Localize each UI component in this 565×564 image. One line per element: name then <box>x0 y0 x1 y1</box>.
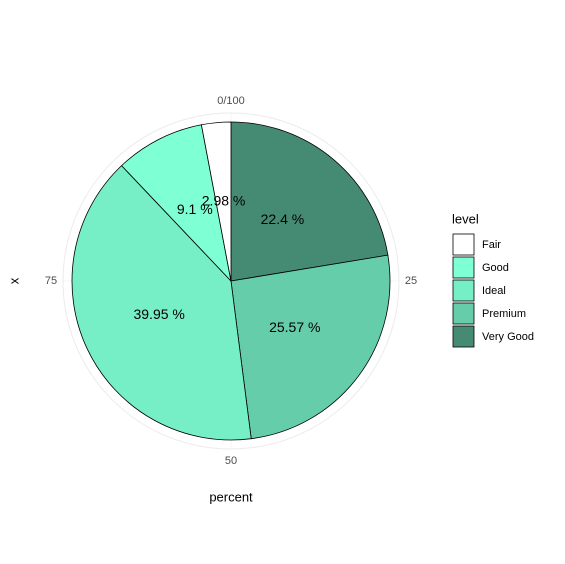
x-axis-title: percent <box>209 489 253 504</box>
legend-swatch <box>452 325 475 348</box>
legend-label: Very Good <box>482 331 534 343</box>
pie-slice <box>200 121 232 282</box>
theta-tick-label: 0/100 <box>217 95 245 107</box>
data-label: 2.98 % <box>202 193 246 209</box>
data-label: 22.4 % <box>261 211 305 227</box>
pie-slice <box>121 124 232 283</box>
legend-label: Good <box>482 262 509 274</box>
data-label: 9.1 % <box>177 201 213 217</box>
legend-swatch <box>452 256 475 279</box>
pie-slice <box>71 165 252 441</box>
legend-label: Ideal <box>482 285 506 297</box>
legend-swatch <box>452 233 475 256</box>
legend-label: Fair <box>482 239 501 251</box>
pie-slice <box>230 254 391 440</box>
legend-label: Premium <box>482 308 526 320</box>
y-axis-title: x <box>6 277 21 284</box>
theta-tick-label: 50 <box>225 455 237 467</box>
pie-slice <box>230 121 389 282</box>
legend-title: level <box>452 211 479 226</box>
legend-swatch <box>452 279 475 302</box>
data-label: 25.57 % <box>269 319 320 335</box>
theta-tick-label: 75 <box>45 275 57 287</box>
data-label: 39.95 % <box>133 306 184 322</box>
legend-swatch <box>452 302 475 325</box>
theta-tick-label: 25 <box>405 275 417 287</box>
